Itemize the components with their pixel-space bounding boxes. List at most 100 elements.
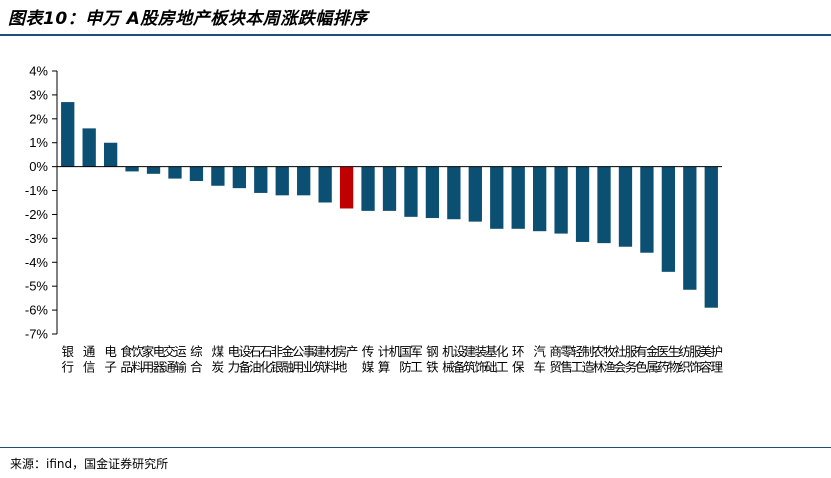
bar-23 bbox=[554, 166, 568, 234]
y-tick-label: -7% bbox=[25, 327, 49, 342]
bar-11 bbox=[297, 166, 311, 196]
category-text: 房地产 bbox=[335, 344, 359, 375]
category-text: 汽车 bbox=[533, 344, 546, 375]
bar-8 bbox=[232, 166, 246, 189]
bar-3 bbox=[125, 166, 139, 172]
category-label-9: 石油石化 bbox=[249, 344, 273, 375]
y-tick-label: -5% bbox=[25, 279, 49, 294]
category-label-1: 通信 bbox=[83, 344, 96, 375]
bar-13 bbox=[339, 166, 354, 209]
category-label-30: 美容护理 bbox=[700, 344, 724, 375]
bar-10 bbox=[275, 166, 289, 196]
bar-20 bbox=[490, 166, 504, 229]
category-text: 食品饮料 bbox=[120, 344, 144, 375]
bar-24 bbox=[575, 166, 590, 242]
y-axis: -7% -6% -5% -4% -3% -2% -1% 0% 1% 2% 3% 4% bbox=[25, 64, 58, 342]
bar-7 bbox=[211, 166, 225, 186]
category-text: 综合 bbox=[190, 344, 203, 375]
chart-title: 图表10：申万 A股房地产板块本周涨跌幅排序 bbox=[8, 9, 368, 29]
category-text: 轻工制造 bbox=[571, 344, 595, 375]
category-text: 基础化工 bbox=[485, 344, 509, 375]
bar-27 bbox=[640, 166, 654, 253]
category-text: 商贸零售 bbox=[549, 344, 573, 375]
category-label-17: 钢铁 bbox=[426, 344, 439, 375]
top-rule bbox=[0, 34, 831, 36]
category-label-10: 非银金融 bbox=[270, 344, 294, 375]
category-text: 建筑材料 bbox=[313, 344, 337, 375]
category-text: 环保 bbox=[512, 344, 525, 375]
bar-4 bbox=[146, 166, 161, 174]
category-label-11: 公用事业 bbox=[292, 344, 316, 375]
bar-9 bbox=[254, 166, 268, 193]
category-label-28: 医药生物 bbox=[657, 344, 681, 375]
bottom-rule bbox=[0, 447, 831, 448]
category-label-3: 食品饮料 bbox=[120, 344, 144, 375]
y-tick-label: 2% bbox=[29, 111, 48, 126]
bar-chart: -7% -6% -5% -4% -3% -2% -1% 0% 1% 2% 3% 4% 银行通信电子食品… bbox=[25, 64, 724, 375]
bar-16 bbox=[404, 166, 418, 217]
category-text: 有色金属 bbox=[635, 344, 659, 375]
category-labels: 银行通信电子食品饮料家用电器交通运输综合煤炭电力设备石油石化非银金融公用事业建筑… bbox=[61, 344, 723, 375]
category-label-2: 电子 bbox=[104, 344, 117, 375]
category-label-4: 家用电器 bbox=[142, 344, 166, 375]
bar-28 bbox=[661, 166, 676, 272]
bar-14 bbox=[361, 166, 375, 211]
category-label-6: 综合 bbox=[190, 344, 203, 375]
y-tick-label: 3% bbox=[29, 87, 48, 102]
category-text: 纺织服饰 bbox=[678, 344, 702, 375]
category-label-24: 轻工制造 bbox=[571, 344, 595, 375]
category-text: 医药生物 bbox=[657, 344, 681, 375]
category-text: 公用事业 bbox=[292, 344, 316, 375]
y-tick-label: -4% bbox=[25, 255, 49, 270]
category-text: 石油石化 bbox=[249, 344, 273, 375]
y-tick-label: 0% bbox=[29, 159, 48, 174]
category-label-12: 建筑材料 bbox=[313, 344, 337, 375]
category-label-16: 国防军工 bbox=[399, 344, 423, 375]
category-label-14: 传媒 bbox=[362, 344, 375, 375]
y-tick-label: -3% bbox=[25, 231, 49, 246]
bar-5 bbox=[168, 166, 182, 179]
category-text: 机械设备 bbox=[442, 344, 466, 375]
bar-0 bbox=[61, 102, 75, 167]
category-label-15: 计算机 bbox=[378, 344, 402, 375]
bar-1 bbox=[82, 128, 96, 167]
bar-15 bbox=[382, 166, 397, 211]
bar-30 bbox=[704, 166, 718, 308]
category-text: 银行 bbox=[61, 344, 74, 375]
category-text: 煤炭 bbox=[212, 344, 225, 375]
y-tick-label: -6% bbox=[25, 303, 49, 318]
category-label-23: 商贸零售 bbox=[549, 344, 573, 375]
bar-21 bbox=[511, 166, 525, 229]
y-tick-label: 1% bbox=[29, 135, 48, 150]
bar-18 bbox=[447, 166, 461, 220]
category-label-21: 环保 bbox=[512, 344, 525, 375]
category-label-8: 电力设备 bbox=[228, 344, 252, 375]
category-text: 传媒 bbox=[362, 344, 375, 375]
category-text: 钢铁 bbox=[426, 344, 439, 375]
bar-25 bbox=[597, 166, 611, 244]
bar-12 bbox=[318, 166, 332, 203]
y-tick-label: -2% bbox=[25, 207, 49, 222]
category-text: 建筑装饰 bbox=[464, 344, 488, 375]
source-note: 来源：ifind，国金证券研究所 bbox=[10, 457, 169, 471]
category-label-22: 汽车 bbox=[533, 344, 546, 375]
category-text: 电子 bbox=[104, 344, 117, 375]
category-label-7: 煤炭 bbox=[212, 344, 225, 375]
category-label-19: 建筑装饰 bbox=[464, 344, 488, 375]
y-tick-label: 4% bbox=[29, 64, 48, 79]
bar-2 bbox=[103, 142, 118, 167]
bars bbox=[61, 102, 718, 308]
category-text: 美容护理 bbox=[700, 344, 724, 375]
bar-29 bbox=[683, 166, 697, 290]
bar-26 bbox=[618, 166, 633, 247]
category-label-25: 农林牧渔 bbox=[592, 344, 616, 375]
category-label-27: 有色金属 bbox=[635, 344, 659, 375]
category-text: 通信 bbox=[83, 344, 96, 375]
category-label-0: 银行 bbox=[61, 344, 74, 375]
category-text: 国防军工 bbox=[399, 344, 423, 375]
category-label-20: 基础化工 bbox=[485, 344, 509, 375]
bar-22 bbox=[533, 166, 547, 232]
category-label-13: 房地产 bbox=[335, 344, 359, 375]
category-text: 电力设备 bbox=[228, 344, 252, 375]
category-text: 家用电器 bbox=[142, 344, 166, 375]
